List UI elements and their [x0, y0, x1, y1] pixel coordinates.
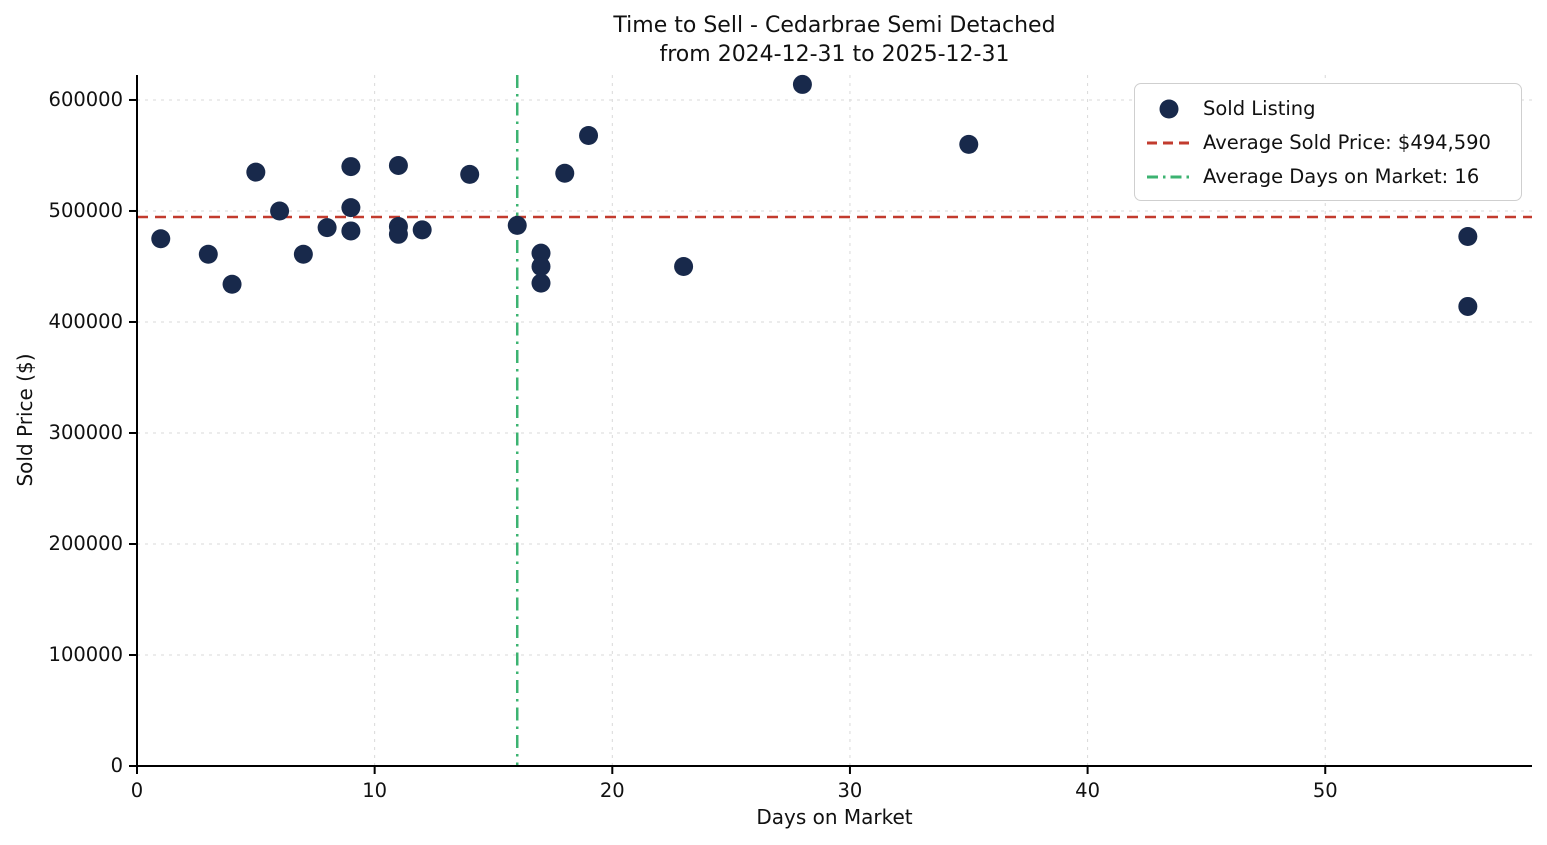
scatter-point [341, 221, 361, 241]
scatter-point [388, 155, 408, 175]
scatter-point [341, 157, 361, 177]
scatter-point [222, 274, 242, 294]
scatter-point [246, 162, 266, 182]
legend-label-avg-sold-price: Average Sold Price: $494,590 [1203, 131, 1491, 154]
sold-listing-dot-icon [1159, 99, 1179, 118]
legend-item-sold-listing: Sold Listing [1147, 94, 1509, 123]
y-axis-label: Sold Price ($) [13, 353, 37, 487]
scatter-point [151, 229, 171, 249]
dashdot-line-icon [1147, 175, 1191, 178]
legend-label-avg-days-on-market: Average Days on Market: 16 [1203, 165, 1480, 188]
scatter-point [674, 256, 694, 276]
legend-marker [1147, 97, 1191, 121]
chart-title-line2: from 2024-12-31 to 2025-12-31 [659, 42, 1010, 67]
scatter-point [317, 218, 337, 238]
scatter-point [460, 164, 480, 184]
chart-title-line1: Time to Sell - Cedarbrae Semi Detached [613, 13, 1056, 38]
legend-marker [1147, 174, 1191, 180]
chart-title: Time to Sell - Cedarbrae Semi Detached f… [137, 11, 1532, 69]
dashed-line-icon [1147, 141, 1191, 144]
scatter-point [388, 224, 408, 244]
scatter-point [531, 256, 551, 276]
scatter-point [1458, 227, 1478, 247]
scatter-point [555, 163, 575, 183]
scatter-point [198, 244, 218, 264]
scatter-point [293, 244, 313, 264]
scatter-point [792, 74, 812, 94]
scatter-point [579, 125, 599, 145]
legend: Sold Listing Average Sold Price: $494,59… [1134, 83, 1522, 201]
scatter-point [959, 134, 979, 154]
x-axis-label: Days on Market [756, 805, 913, 829]
legend-item-avg-days-on-market: Average Days on Market: 16 [1147, 162, 1509, 191]
scatter-point [1458, 296, 1478, 316]
scatter-point [341, 198, 361, 218]
legend-marker [1147, 140, 1191, 146]
legend-item-avg-sold-price: Average Sold Price: $494,590 [1147, 128, 1509, 157]
scatter-point [412, 220, 432, 240]
scatter-point [531, 273, 551, 293]
legend-label-sold-listing: Sold Listing [1203, 97, 1316, 120]
scatter-point [270, 201, 290, 221]
scatter-point [531, 243, 551, 263]
scatter-point [507, 215, 527, 235]
